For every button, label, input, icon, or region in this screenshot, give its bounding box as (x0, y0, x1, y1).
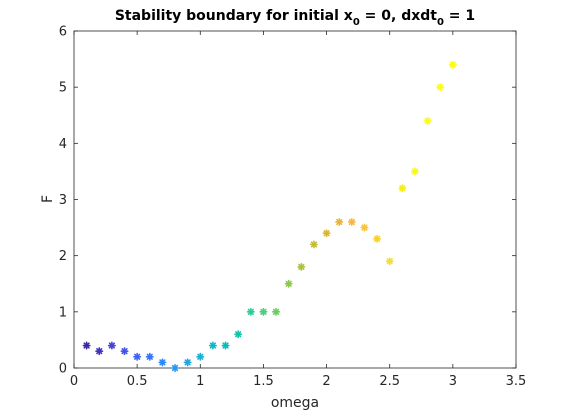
data-point-stroke (121, 348, 128, 355)
x-tick-label: 1.5 (253, 374, 274, 389)
data-point-stroke (437, 84, 444, 91)
data-point (385, 257, 394, 266)
y-tick-label: 2 (59, 249, 67, 264)
data-point (196, 352, 205, 361)
data-point (208, 341, 217, 350)
x-tick-label: 2.5 (379, 374, 400, 389)
data-point (423, 116, 432, 125)
data-point-stroke (411, 168, 419, 175)
data-point-stroke (298, 263, 305, 271)
data-point-stroke (323, 230, 330, 237)
x-tick-label: 3 (449, 374, 457, 389)
plot-area: 0 0.5 1 1.5 2 2.5 3 3.5 0 1 2 3 4 5 6 (59, 25, 527, 390)
x-tick-label: 0 (70, 374, 78, 389)
data-point (183, 358, 192, 367)
data-point (246, 307, 255, 316)
y-tick-label: 6 (59, 25, 67, 40)
data-point (234, 330, 243, 339)
data-point-stroke (247, 308, 254, 315)
data-point (360, 223, 369, 232)
data-point-stroke (159, 359, 166, 366)
x-axis-label: omega (271, 395, 319, 411)
data-point (448, 60, 457, 69)
data-point (120, 347, 129, 356)
data-point-stroke (83, 342, 90, 349)
data-point (436, 83, 445, 92)
chart-title-prefix: Stability boundary for initial x (115, 8, 353, 24)
data-point-stroke (209, 342, 217, 349)
data-point-stroke (399, 185, 406, 192)
data-point (398, 184, 407, 193)
data-point (322, 229, 331, 238)
data-point-stroke (361, 224, 368, 231)
x-tick-label: 0.5 (127, 374, 148, 389)
y-tick-label: 1 (59, 305, 67, 320)
data-point-stroke (449, 61, 456, 68)
x-tick-label: 2 (322, 374, 330, 389)
data-point-stroke (197, 353, 204, 360)
chart-title-sub1: 0 (353, 17, 360, 28)
data-point (107, 341, 116, 350)
data-point-stroke (222, 342, 229, 349)
data-point (171, 363, 180, 373)
axes-box (73, 30, 517, 369)
data-point (133, 352, 142, 361)
y-tick-label: 0 (59, 362, 67, 377)
data-point-stroke (260, 308, 267, 315)
y-tick-label: 5 (59, 81, 67, 96)
x-tick-label: 1 (196, 374, 204, 389)
data-point-stroke (348, 218, 355, 226)
data-point (309, 240, 318, 249)
chart-title-suffix: = 1 (444, 8, 475, 24)
data-point-stroke (134, 353, 141, 360)
data-point (373, 234, 382, 243)
chart-title: Stability boundary for initial x0 = 0, d… (115, 8, 475, 28)
data-point (95, 347, 104, 356)
data-point (347, 217, 356, 226)
chart-title-sub2: 0 (437, 17, 444, 28)
data-point (158, 358, 167, 367)
data-point-stroke (184, 359, 191, 366)
data-point-stroke (373, 235, 381, 242)
data-point (335, 217, 344, 226)
data-point (82, 341, 91, 350)
data-point-stroke (272, 308, 280, 315)
data-point-stroke (235, 331, 242, 338)
data-point-stroke (336, 218, 343, 226)
data-point-stroke (108, 342, 115, 349)
data-point-stroke (386, 258, 393, 265)
data-point (221, 341, 230, 350)
data-point (284, 279, 293, 288)
data-point (272, 307, 281, 316)
y-tick-label: 4 (59, 137, 67, 152)
data-point-stroke (424, 117, 431, 124)
data-point (259, 307, 268, 316)
x-tick-label: 3.5 (506, 374, 527, 389)
data-point-stroke (285, 280, 292, 287)
data-point-stroke (171, 364, 179, 372)
data-point (297, 262, 306, 271)
chart-title-middle: = 0, dxdt (360, 8, 437, 24)
data-point (410, 167, 419, 176)
data-point-stroke (96, 348, 103, 355)
data-point-stroke (146, 353, 153, 360)
y-tick-label: 3 (59, 193, 67, 208)
y-axis-label: F (40, 195, 56, 203)
data-point (145, 352, 154, 361)
data-point-stroke (310, 241, 318, 248)
